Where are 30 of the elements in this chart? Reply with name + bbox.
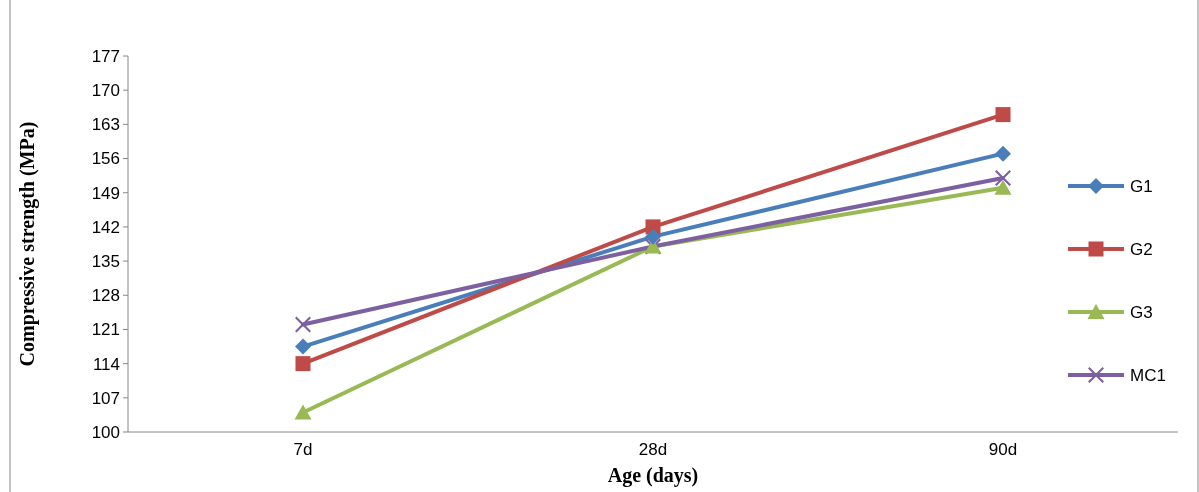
y-tick-label: 100 <box>91 422 120 442</box>
y-tick-label: 135 <box>91 252 120 272</box>
point <box>295 356 311 372</box>
y-tick-label: 107 <box>91 388 120 408</box>
point <box>295 338 311 355</box>
y-axis-title: Compressive strength (MPa) <box>16 121 39 367</box>
y-tick-label: 170 <box>91 81 120 101</box>
legend-label: MC1 <box>1130 365 1166 385</box>
y-tick-label: 114 <box>92 354 120 374</box>
point <box>295 316 311 333</box>
y-tick-label: 163 <box>91 115 120 135</box>
point <box>994 179 1012 195</box>
y-tick-label: 156 <box>91 149 120 169</box>
x-tick-label: 90d <box>988 440 1018 459</box>
legend-label: G1 <box>1130 176 1153 196</box>
point <box>995 170 1011 187</box>
y-tick-label: 142 <box>91 217 120 237</box>
point <box>995 107 1011 123</box>
point <box>995 145 1011 162</box>
y-tick-label: 177 <box>91 46 120 66</box>
legend-label: G2 <box>1130 239 1153 259</box>
point <box>645 228 661 245</box>
y-tick-label: 121 <box>91 320 120 340</box>
legend-label: G3 <box>1130 302 1153 322</box>
point <box>294 404 312 420</box>
x-axis-title: Age (days) <box>607 464 699 487</box>
y-tick-label: 149 <box>91 183 120 203</box>
y-tick-label: 128 <box>91 286 120 306</box>
x-tick-label: 28d <box>638 440 668 459</box>
x-tick-label: 7d <box>293 440 313 459</box>
